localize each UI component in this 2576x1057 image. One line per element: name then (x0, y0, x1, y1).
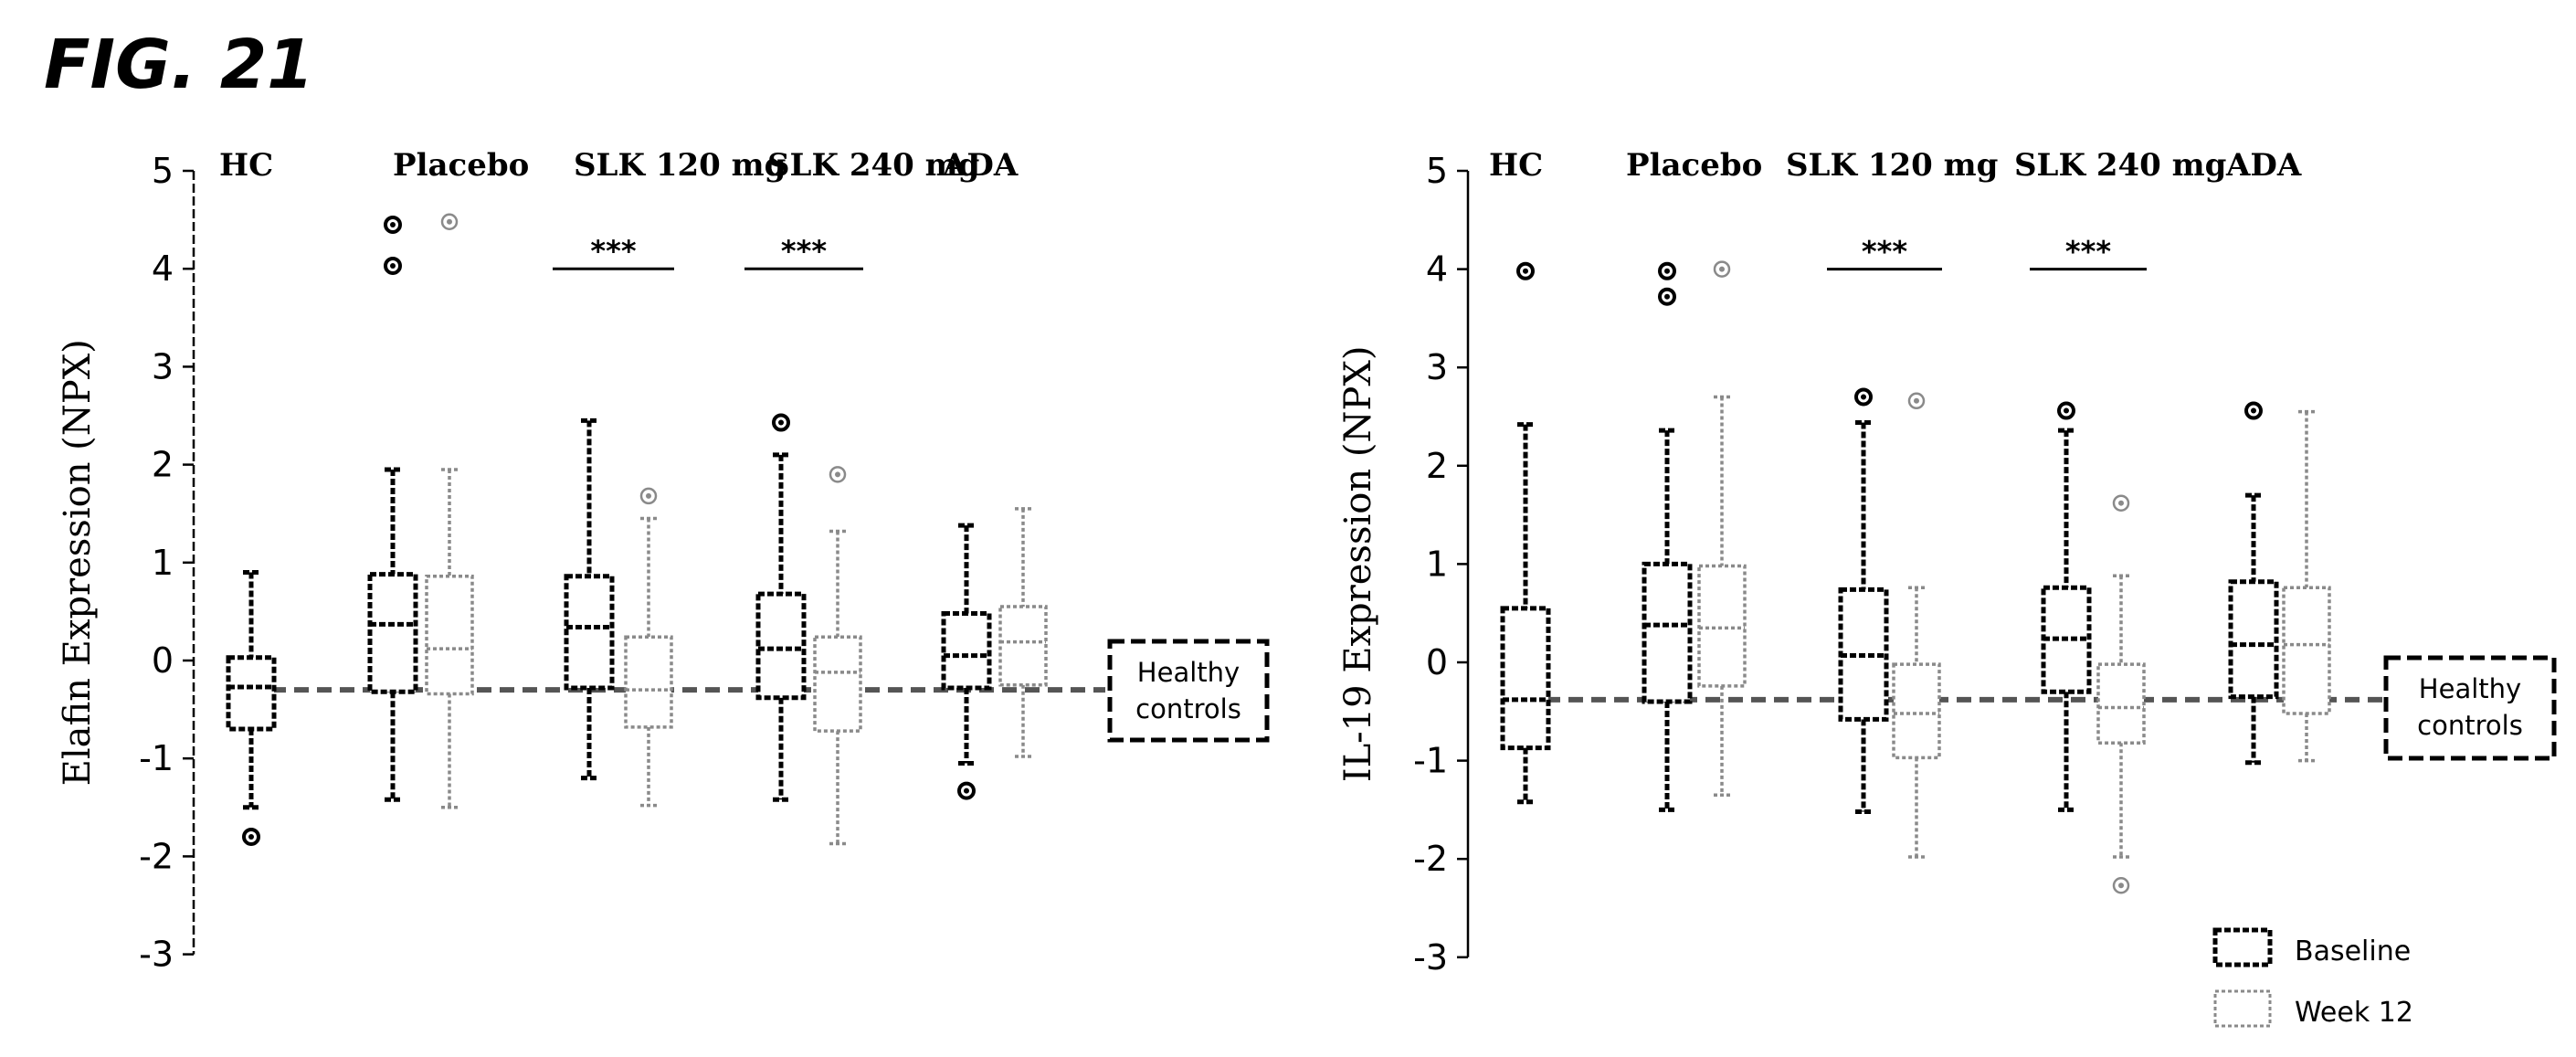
group-label: SLK 120 mg (1786, 147, 1998, 184)
outlier-week12-center (835, 471, 840, 478)
healthy-controls-label: Healthy (1137, 657, 1240, 688)
box-baseline (755, 591, 807, 701)
il19-chart: -3 -2 -1 0 1 2 3 4 5 IL-19 Expression (NPX) Health… (1337, 147, 2557, 978)
y-tick-label: 0 (152, 640, 174, 681)
outlier-baseline-center (964, 787, 969, 794)
y-tick-label: 5 (1426, 151, 1448, 191)
group-label: SLK 240 mg (767, 147, 979, 184)
outlier-week12-center (646, 492, 651, 499)
healthy-controls-label: controls (2417, 710, 2523, 741)
outlier-week12-center (1914, 397, 1919, 404)
outlier-week12-center (1719, 266, 1725, 272)
group-label: SLK 240 mg (2014, 147, 2226, 184)
outlier-baseline-center (390, 221, 396, 227)
y-tick-label: 2 (152, 445, 174, 485)
box-baseline (941, 611, 992, 691)
outlier-baseline-center (778, 419, 784, 426)
significance-label: *** (590, 234, 636, 269)
group-label: SLK 120 mg (574, 147, 786, 184)
y-tick-label: 3 (152, 346, 174, 386)
significance-label: *** (1862, 235, 1907, 270)
group-label: Placebo (1626, 147, 1762, 184)
box-week12 (2096, 662, 2146, 745)
outlier-baseline-center (1861, 394, 1866, 400)
group-label: ADA (942, 147, 1019, 184)
outlier-baseline-center (2064, 407, 2069, 414)
y-tick-label: 1 (152, 543, 174, 583)
box-week12 (1892, 662, 1941, 760)
outlier-baseline-center (1664, 293, 1670, 300)
y-tick-label: 0 (1426, 642, 1448, 682)
y-tick-label: 4 (152, 248, 174, 289)
y-tick-label: -2 (139, 836, 174, 876)
outlier-baseline-center (1523, 268, 1528, 274)
healthy-controls-label: Healthy (2419, 673, 2521, 704)
y-tick-label: -3 (139, 935, 174, 975)
outlier-baseline-center (1664, 268, 1670, 274)
y-tick-label: -2 (1413, 839, 1448, 879)
significance-label: *** (2065, 235, 2111, 270)
legend: Baseline Week 12 (2212, 927, 2413, 1029)
box-baseline (2228, 579, 2279, 700)
box-baseline (1500, 606, 1551, 751)
group-label: HC (1489, 147, 1543, 184)
y-tick-label: 1 (1426, 544, 1448, 584)
legend-baseline-label: Baseline (2295, 935, 2411, 967)
outlier-baseline-center (2251, 407, 2256, 414)
healthy-controls-label: controls (1135, 693, 1241, 724)
y-tick-label: 5 (152, 151, 174, 191)
significance-label: *** (781, 234, 827, 269)
y-tick-label: -1 (139, 738, 174, 778)
y-tick-label: 4 (1426, 249, 1448, 290)
box-baseline (226, 655, 277, 732)
figure-label: FIG. 21 (44, 26, 314, 104)
outlier-week12-center (2118, 500, 2124, 506)
healthy-controls-box (2383, 655, 2557, 761)
group-label: ADA (2225, 147, 2302, 184)
y-tick-label: 2 (1426, 446, 1448, 486)
legend-week12-label: Week 12 (2295, 997, 2413, 1029)
box-week12 (2282, 586, 2331, 715)
group-label: HC (219, 147, 273, 184)
healthy-controls-box (1107, 639, 1270, 743)
box-baseline (564, 574, 615, 691)
y-tick-label: -1 (1413, 741, 1448, 781)
box-week12 (425, 575, 474, 696)
legend-week12-swatch (2213, 989, 2272, 1028)
elafin-chart: -3 -2 -1 0 1 2 3 4 5 Elafin Expression (NPX) Healt… (57, 147, 1270, 975)
y-axis-title: IL-19 Expression (NPX) (1337, 346, 1379, 783)
y-tick-label: 3 (1426, 347, 1448, 387)
box-week12 (813, 635, 862, 733)
box-week12 (624, 635, 673, 729)
outlier-baseline-center (248, 833, 254, 840)
legend-baseline-swatch (2212, 927, 2273, 967)
outlier-baseline-center (390, 262, 396, 269)
group-label: Placebo (393, 147, 529, 184)
outlier-week12-center (447, 218, 452, 225)
box-baseline (367, 572, 418, 694)
box-week12 (1697, 564, 1747, 688)
outlier-week12-center (2118, 883, 2124, 889)
y-axis-title: Elafin Expression (NPX) (57, 339, 99, 786)
box-week12 (998, 605, 1048, 687)
y-tick-label: -3 (1413, 937, 1448, 978)
box-baseline (1642, 561, 1693, 704)
